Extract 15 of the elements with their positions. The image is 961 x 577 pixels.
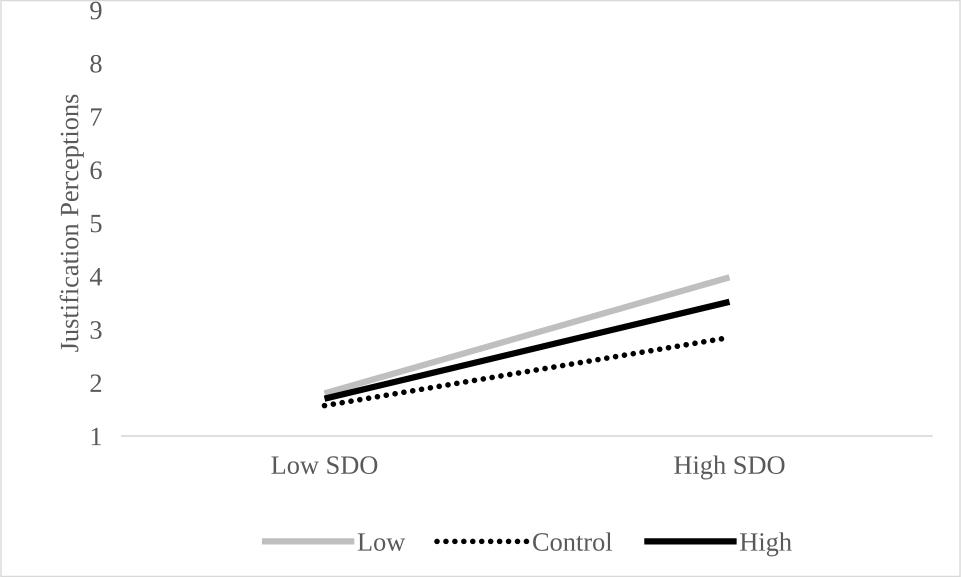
y-tick-label: 5 <box>90 214 102 232</box>
y-tick-label: 6 <box>90 161 102 180</box>
legend-label: High <box>740 532 792 556</box>
x-tick-label: High SDO <box>674 455 784 480</box>
y-tick-label: 8 <box>90 54 102 73</box>
y-tick-label: 2 <box>90 374 102 392</box>
y-tick-label: 4 <box>90 268 102 286</box>
y-tick-label: 7 <box>91 108 102 126</box>
x-tick-label: Low SDO <box>271 456 378 474</box>
y-axis-title: Justification Perceptions <box>60 94 84 352</box>
legend-label: Low <box>358 533 406 551</box>
y-tick-label: 3 <box>90 321 102 339</box>
y-tick-label: 1 <box>92 428 101 446</box>
legend-label: Control <box>533 532 612 551</box>
y-tick-label: 9 <box>90 2 102 20</box>
